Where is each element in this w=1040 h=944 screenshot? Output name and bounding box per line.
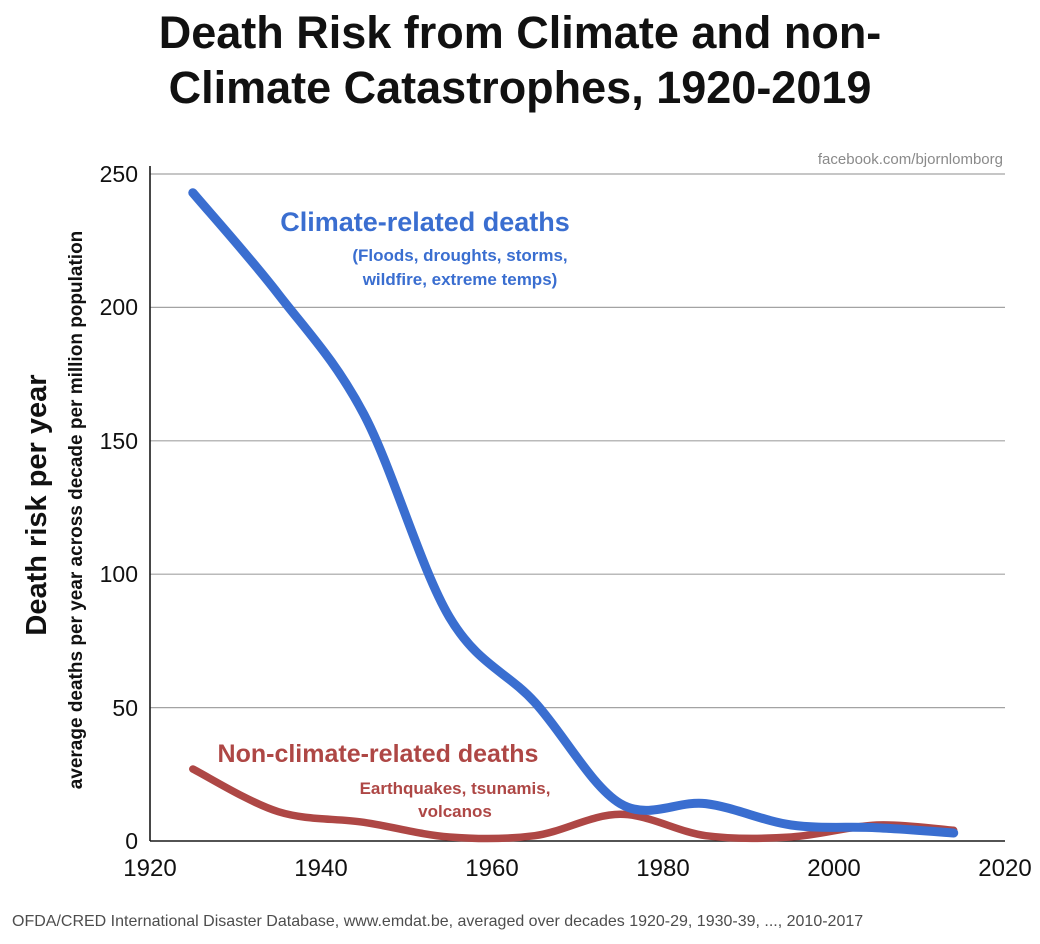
annotation-nonclimate-sub2: volcanos	[418, 802, 492, 821]
source-attribution: OFDA/CRED International Disaster Databas…	[12, 913, 864, 930]
annotation-climate-title: Climate-related deaths	[280, 207, 570, 237]
y-tick-150: 150	[99, 428, 138, 454]
y-tick-200: 200	[99, 294, 138, 320]
x-tick-1980: 1980	[636, 855, 690, 882]
annotation-climate-sub1: (Floods, droughts, storms,	[352, 246, 568, 265]
page-title-line2: Climate Catastrophes, 1920-2019	[168, 61, 872, 113]
y-tick-100: 100	[99, 561, 138, 587]
x-tick-1940: 1940	[294, 855, 348, 882]
annotation-nonclimate-title: Non-climate-related deaths	[217, 740, 539, 768]
watermark-text: facebook.com/bjornlomborg	[817, 151, 1003, 168]
annotation-climate-sub2: wildfire, extreme temps)	[362, 270, 558, 289]
y-tick-0: 0	[125, 828, 138, 854]
x-tick-2020: 2020	[978, 855, 1032, 882]
page-title: Death Risk from Climate and non- Climate…	[0, 6, 1040, 116]
annotation-nonclimate-sub1: Earthquakes, tsunamis,	[359, 779, 551, 798]
y-axis-label-primary: Death risk per year	[21, 374, 53, 636]
y-tick-250: 250	[99, 161, 138, 187]
x-tick-1920: 1920	[123, 855, 177, 882]
x-tick-1960: 1960	[465, 855, 519, 882]
y-tick-50: 50	[112, 695, 138, 721]
page-title-line1: Death Risk from Climate and non-	[158, 7, 882, 58]
x-tick-2000: 2000	[807, 855, 861, 882]
y-axis-label-secondary: average deaths per year across decade pe…	[66, 230, 87, 790]
